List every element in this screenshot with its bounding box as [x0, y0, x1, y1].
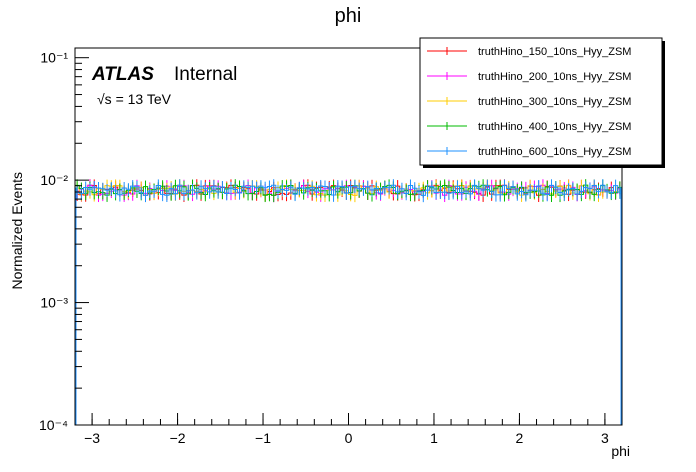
internal-label: Internal [174, 64, 237, 85]
legend: truthHino_150_10ns_Hyy_ZSM truthHino_200_… [419, 37, 665, 168]
legend-entry: truthHino_150_10ns_Hyy_ZSM [427, 46, 631, 58]
series-truthHino_300_10ns_Hyy_ZSM [75, 179, 622, 425]
legend-entry: truthHino_600_10ns_Hyy_ZSM [427, 146, 631, 158]
series-truthHino_600_10ns_Hyy_ZSM [75, 179, 622, 425]
x-tick-label: −1 [255, 430, 271, 446]
x-tick-label: −3 [84, 430, 100, 446]
y-axis-title: Normalized Events [9, 172, 25, 290]
x-tick-label: 1 [430, 430, 438, 446]
x-tick-label: 3 [601, 430, 609, 446]
y-tick-label: 10⁻⁴ [39, 417, 68, 433]
series-truthHino_200_10ns_Hyy_ZSM [75, 179, 622, 425]
series-line [75, 184, 622, 196]
chart-title: phi [335, 5, 362, 27]
x-tick-label: 0 [345, 430, 353, 446]
y-tick-label: 10⁻¹ [40, 50, 68, 66]
legend-shadow-right [662, 41, 665, 168]
series-truthHino_400_10ns_Hyy_ZSM [75, 179, 622, 425]
energy-label: √s = 13 TeV [97, 91, 172, 107]
series-layer [75, 179, 622, 425]
series-truthHino_150_10ns_Hyy_ZSM [75, 179, 622, 425]
x-tick-label: 2 [516, 430, 524, 446]
x-tick-label: −2 [170, 430, 186, 446]
legend-entry: truthHino_200_10ns_Hyy_ZSM [427, 71, 631, 83]
legend-shadow-bottom [423, 165, 665, 168]
legend-label: truthHino_300_10ns_Hyy_ZSM [478, 96, 631, 108]
x-axis-title: phi [611, 443, 630, 459]
y-tick-label: 10⁻³ [40, 295, 68, 311]
y-tick-label: 10⁻² [40, 172, 68, 188]
legend-entry: truthHino_400_10ns_Hyy_ZSM [427, 121, 631, 133]
legend-entry: truthHino_300_10ns_Hyy_ZSM [427, 96, 631, 108]
legend-label: truthHino_400_10ns_Hyy_ZSM [478, 121, 631, 133]
legend-label: truthHino_600_10ns_Hyy_ZSM [478, 146, 631, 158]
legend-label: truthHino_200_10ns_Hyy_ZSM [478, 71, 631, 83]
legend-label: truthHino_150_10ns_Hyy_ZSM [478, 46, 631, 58]
axes-layer: −3 −2 −1 0 1 2 3 10⁻⁴ 10⁻³ 10⁻² 10⁻¹ [39, 50, 623, 446]
atlas-label: ATLAS [91, 64, 154, 85]
legend-entries: truthHino_150_10ns_Hyy_ZSM truthHino_200_… [427, 46, 631, 158]
